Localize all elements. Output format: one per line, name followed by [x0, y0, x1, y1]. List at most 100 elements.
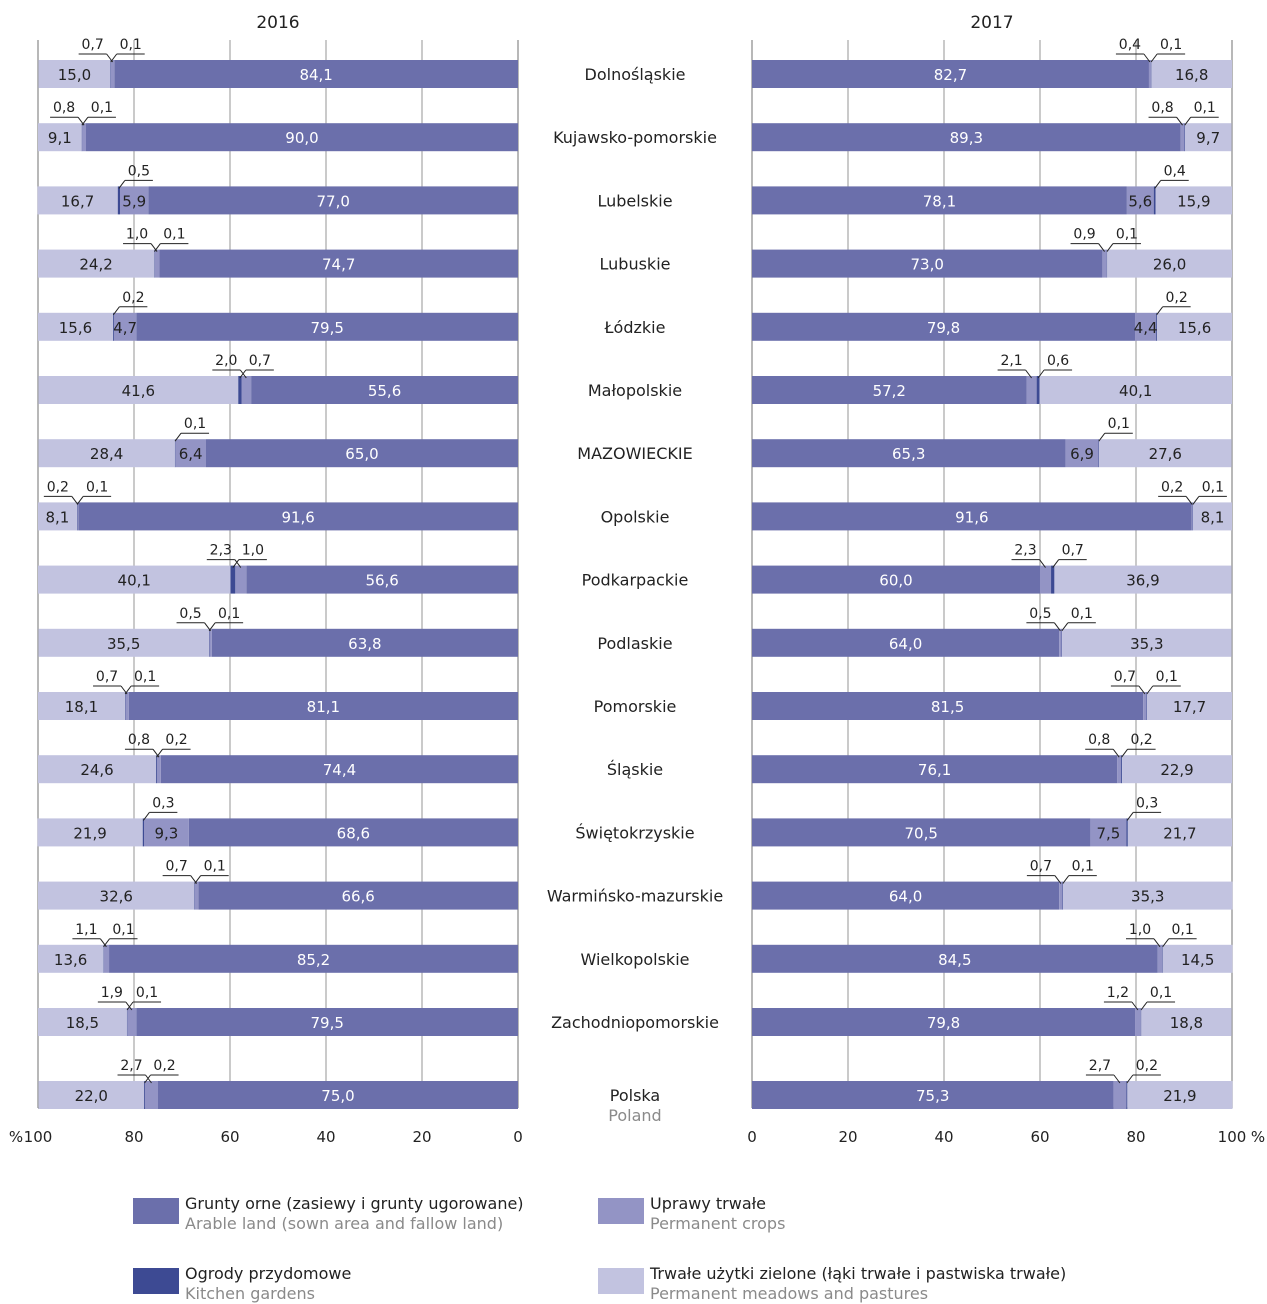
bar-segment-2017-12-3	[1127, 818, 1232, 847]
bar-segment-2016-13-2	[194, 881, 195, 910]
bar-segment-2016-7-1	[77, 502, 79, 531]
callout-leader-2016-14-b	[103, 938, 110, 948]
bar-segment-2017-11-3	[1122, 755, 1232, 784]
bar-segment-2016-2-1	[120, 186, 149, 215]
bar-segment-2017-15-1	[1135, 1008, 1141, 1036]
bar-label-2016-5-3: 41,6	[122, 382, 155, 400]
bar-label-2016-7-0: 91,6	[281, 508, 314, 526]
tick-label-2017-40: 40	[934, 1128, 953, 1146]
tick-label-2016-80: 80	[124, 1128, 143, 1146]
bar-segment-2016-3-3	[38, 249, 155, 278]
bar-segment-2017-14-0	[752, 944, 1158, 973]
bar-label-2016-3-0: 74,7	[322, 256, 355, 274]
callout-leader-2016-16-a	[145, 1074, 152, 1084]
bar-segment-2017-2-0	[752, 186, 1127, 215]
bar-segment-2016-14-3	[38, 944, 104, 973]
bar-segment-2017-15-3	[1141, 1008, 1232, 1036]
bar-label-2017-9-0: 64,0	[889, 635, 922, 653]
bar-segment-2017-12-1	[1090, 818, 1127, 847]
bar-segment-2016-2-0	[148, 186, 518, 215]
callout-leader-2016-5-b	[239, 369, 247, 379]
bar-label-2016-0-3: 15,0	[58, 66, 91, 84]
panel-title-2017: 2017	[970, 13, 1013, 33]
bar-label-2017-9-3: 35,3	[1130, 635, 1163, 653]
bar-segment-2016-14-2	[103, 944, 104, 973]
bar-segment-2016-11-2	[156, 755, 158, 784]
bar-segment-2016-7-0	[78, 502, 518, 531]
bar-label-2017-13-0: 64,0	[889, 888, 922, 906]
callout-leader-2017-9-b	[1061, 622, 1069, 632]
bar-segment-2017-13-2	[1062, 881, 1064, 910]
bar-segment-2017-10-1	[1143, 692, 1147, 720]
category-label-9: Podlaskie	[597, 634, 672, 653]
bar-label-2016-11-0: 74,4	[323, 761, 356, 779]
tick-label-2017-0: 0	[747, 1128, 757, 1146]
callout-leader-2017-14-b	[1162, 938, 1170, 948]
bar-segment-2017-6-3	[1099, 439, 1232, 468]
bar-label-2016-16-0: 75,0	[321, 1087, 354, 1105]
bar-segment-2016-10-1	[125, 692, 129, 720]
category-label-11: Śląskie	[607, 760, 663, 779]
bar-segment-2016-7-2	[76, 502, 78, 531]
callout-label-2016-14-a: 1,1	[75, 922, 97, 938]
bar-segment-2016-10-2	[124, 692, 126, 720]
legend-swatch-permanent-crops	[598, 1198, 644, 1224]
bar-label-2016-7-3: 8,1	[46, 508, 70, 526]
bar-segment-2016-0-1	[110, 60, 115, 88]
callout-label-2017-14-b: 0,1	[1172, 922, 1194, 938]
bar-label-2016-13-3: 32,6	[100, 888, 133, 906]
callout-label-2016-7-b: 0,1	[86, 479, 108, 495]
callout-label-2017-11-a: 0,8	[1088, 732, 1110, 748]
callout-leader-2016-2-b	[118, 180, 126, 189]
bar-segment-2016-9-3	[38, 628, 209, 657]
callout-label-2016-15-a: 1,9	[101, 985, 123, 1001]
bar-segment-2016-12-2	[142, 818, 145, 847]
bar-label-2017-13-3: 35,3	[1131, 888, 1164, 906]
callout-label-2017-14-a: 1,0	[1129, 922, 1151, 938]
callout-leader-2017-10-a	[1138, 685, 1146, 695]
bar-segment-2016-4-2	[112, 312, 114, 341]
bar-label-2017-5-3: 40,1	[1119, 382, 1152, 400]
callout-label-2016-12-b: 0,3	[152, 795, 174, 811]
bar-label-2017-11-0: 76,1	[918, 761, 951, 779]
bar-segment-2017-15-2	[1140, 1008, 1142, 1036]
legend-label-meadows-en: Permanent meadows and pastures	[650, 1284, 929, 1303]
bar-label-2017-7-0: 91,6	[955, 508, 988, 526]
bar-label-2017-5-0: 57,2	[873, 382, 906, 400]
bar-segment-2016-0-3	[38, 60, 111, 88]
bar-label-2017-16-0: 75,3	[916, 1087, 949, 1105]
tick-label-2017-100: 100	[1218, 1128, 1247, 1146]
bar-segment-2016-8-1	[235, 565, 247, 594]
bar-label-2017-10-3: 17,7	[1173, 698, 1206, 716]
bar-label-2017-12-1: 7,5	[1096, 824, 1120, 842]
category-label-13: Warmińsko-mazurskie	[547, 887, 723, 906]
callout-leader-2017-16-b	[1126, 1074, 1134, 1084]
bar-segment-2017-13-0	[752, 881, 1060, 910]
callout-leader-2016-9-b	[208, 622, 216, 632]
bar-segment-2017-1-3	[1184, 123, 1232, 152]
callout-leader-2016-8-b	[232, 559, 240, 568]
category-label-8: Podkarpackie	[582, 571, 689, 590]
bar-segment-2016-16-0	[158, 1081, 518, 1109]
bar-segment-2017-3-3	[1107, 249, 1232, 278]
callout-label-2017-9-a: 0,5	[1029, 606, 1051, 622]
legend-swatch-meadows	[598, 1268, 644, 1294]
bar-segment-2017-8-3	[1054, 565, 1232, 594]
callout-label-2016-15-b: 0,1	[136, 985, 158, 1001]
bar-label-2016-8-0: 56,6	[365, 572, 398, 590]
bar-segment-2017-8-2	[1051, 565, 1055, 594]
bar-segment-2017-7-0	[752, 502, 1192, 531]
bar-segment-2016-3-2	[154, 249, 155, 278]
bar-label-2017-0-0: 82,7	[934, 66, 967, 84]
callout-leader-2017-7-b	[1192, 496, 1200, 505]
callout-label-2016-10-a: 0,7	[96, 669, 118, 685]
callout-label-2017-9-b: 0,1	[1071, 606, 1093, 622]
callout-label-2017-3-b: 0,1	[1116, 227, 1138, 243]
bar-segment-2017-2-2	[1153, 186, 1156, 215]
callout-leader-2016-7-a	[71, 496, 79, 505]
bar-segment-2016-0-0	[114, 60, 518, 88]
callout-leader-2017-1-b	[1184, 116, 1192, 126]
bar-label-2016-16-3: 22,0	[75, 1087, 108, 1105]
callout-leader-2017-1-a	[1176, 116, 1183, 126]
callout-leader-2017-8-b	[1052, 559, 1060, 568]
